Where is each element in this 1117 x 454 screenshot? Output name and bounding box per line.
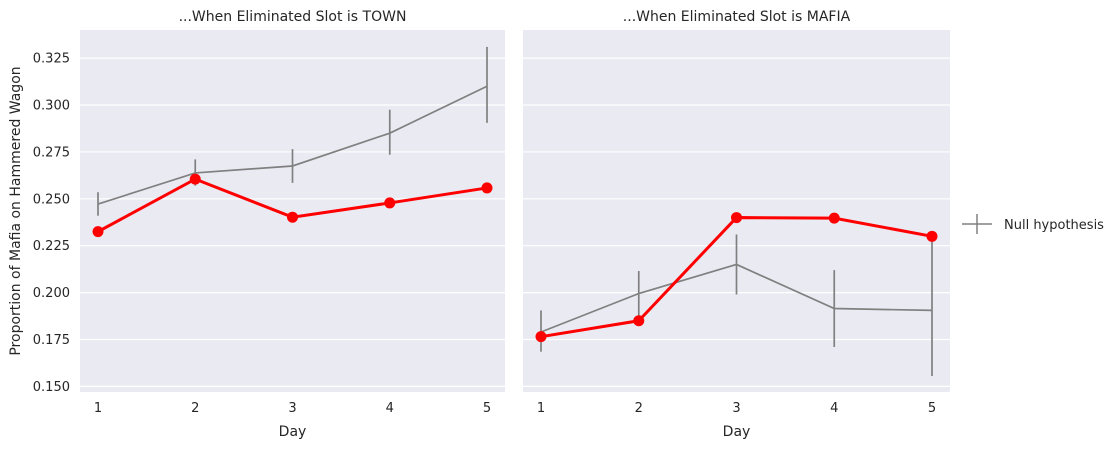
x-axis-label: Day xyxy=(723,424,751,440)
x-tick-label: 2 xyxy=(191,401,199,416)
y-tick-label: 0.250 xyxy=(33,192,70,207)
x-tick-label: 4 xyxy=(830,401,838,416)
x-tick-label: 5 xyxy=(483,401,491,416)
observed-point xyxy=(535,331,547,343)
plot-background xyxy=(80,30,505,392)
observed-point xyxy=(384,197,396,209)
y-tick-label: 0.225 xyxy=(33,239,70,254)
x-tick-label: 2 xyxy=(635,401,643,416)
observed-point xyxy=(828,212,840,224)
legend: Null hypothesis xyxy=(962,214,1104,234)
y-axis-label: Proportion of Mafia on Hammered Wagon xyxy=(8,66,24,355)
y-tick-label: 0.325 xyxy=(33,52,70,67)
y-tick-label: 0.200 xyxy=(33,286,70,301)
y-tick-label: 0.175 xyxy=(33,333,70,348)
panel-title: ...When Eliminated Slot is MAFIA xyxy=(623,9,851,25)
x-tick-label: 3 xyxy=(288,401,296,416)
observed-point xyxy=(287,211,298,223)
x-tick-label: 3 xyxy=(732,401,740,416)
facet-panels: 0.150 0.175 0.200 0.225 0.250 0.275 0.300 0.325… xyxy=(33,9,950,440)
x-tick-label: 1 xyxy=(537,401,545,416)
y-tick-label: 0.150 xyxy=(33,380,70,395)
y-tick-label: 0.275 xyxy=(33,145,70,160)
x-axis-label: Day xyxy=(279,424,307,440)
x-tick-label: 1 xyxy=(94,401,102,416)
observed-point xyxy=(189,173,201,185)
y-tick-label: 0.300 xyxy=(33,99,70,114)
x-tick-label: 4 xyxy=(386,401,394,416)
observed-point xyxy=(481,182,493,194)
x-tick-label: 5 xyxy=(928,401,936,416)
panel-2: 1 2 3 4 5 Day ...When Eliminated Slot is MAFIA xyxy=(523,9,950,440)
plot-background xyxy=(523,30,950,392)
legend-label-null-hypothesis: Null hypothesis xyxy=(1004,218,1104,233)
observed-point xyxy=(92,226,104,238)
observed-point xyxy=(633,315,645,327)
panel-1: 0.150 0.175 0.200 0.225 0.250 0.275 0.300 0.325… xyxy=(33,9,505,440)
observed-point xyxy=(926,230,938,242)
panel-title: ...When Eliminated Slot is TOWN xyxy=(179,9,407,25)
observed-point xyxy=(731,212,742,224)
